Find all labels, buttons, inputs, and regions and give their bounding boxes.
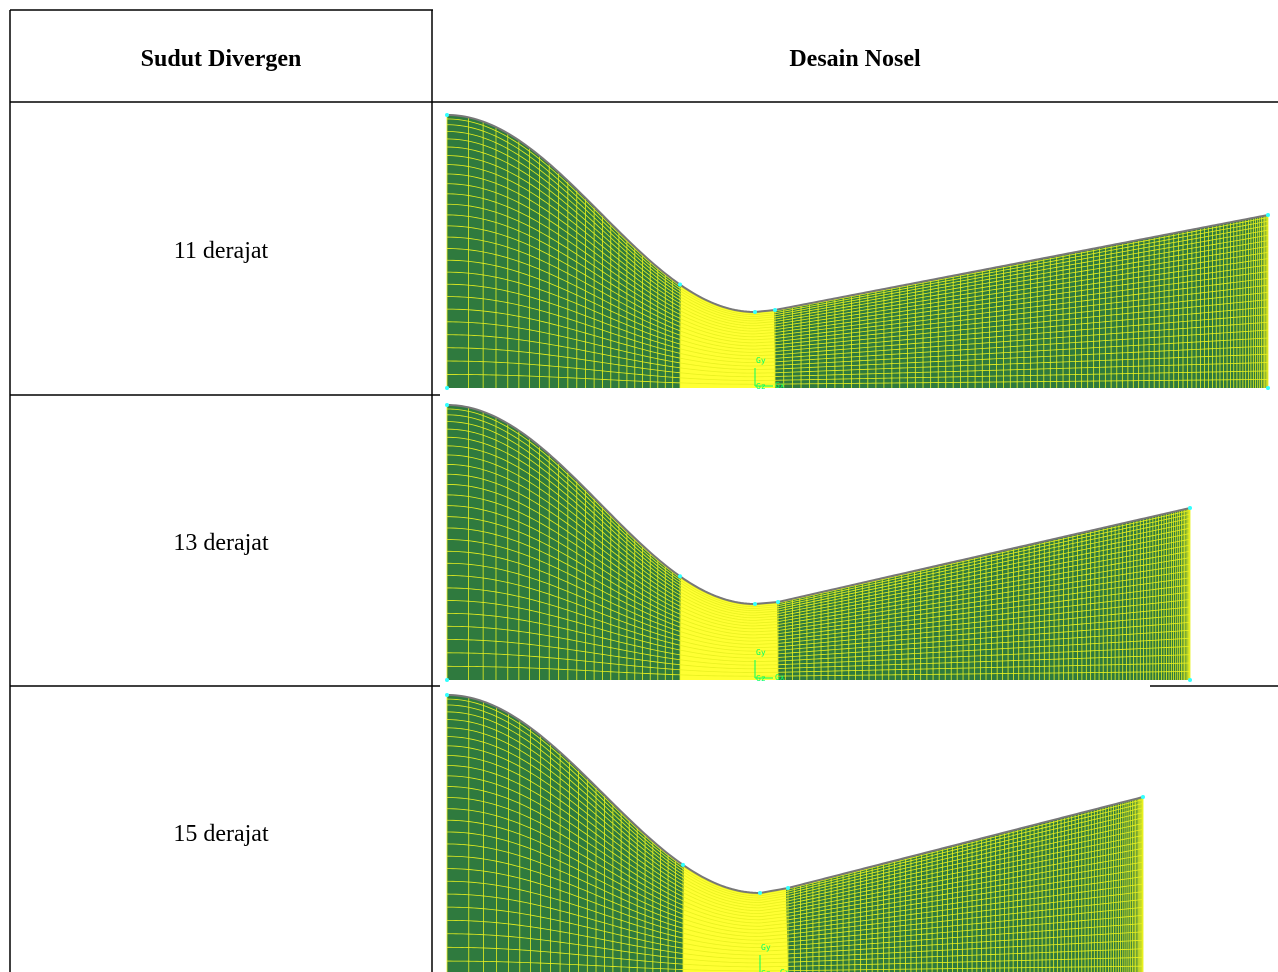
axis-label: Gx — [775, 381, 785, 390]
vertex-marker — [1266, 213, 1270, 217]
header-cell: Desain Nosel — [789, 46, 921, 72]
vertex-marker — [445, 693, 449, 697]
vertex-marker — [445, 113, 449, 117]
axis-label: Gy — [756, 356, 766, 365]
mesh-figure: Gy Gz Gx — [440, 104, 1272, 394]
row-label: 11 derajat — [174, 238, 269, 264]
vertex-marker — [445, 386, 449, 390]
axis-label: Gy — [761, 943, 771, 952]
vertex-marker — [445, 403, 449, 407]
vertex-marker — [758, 891, 762, 895]
vertex-marker — [786, 886, 790, 890]
axis-label: Gy — [756, 648, 766, 657]
axis-label: Gx — [780, 968, 790, 972]
row-label: 15 derajat — [173, 821, 269, 847]
page: GyGzGxGyGzGxGyGzGx Sudut Divergen Desain… — [0, 0, 1278, 972]
vertex-marker — [1141, 795, 1145, 799]
vertex-marker — [1188, 506, 1192, 510]
vertex-marker — [681, 863, 685, 867]
vertex-marker — [678, 283, 682, 287]
header-cell: Sudut Divergen — [141, 46, 302, 72]
vertex-marker — [1188, 678, 1192, 682]
axis-label: Gz — [756, 674, 766, 683]
mesh-figure: Gy Gz Gx — [440, 398, 1200, 684]
axis-label: Gx — [775, 673, 785, 682]
vertex-marker — [753, 602, 757, 606]
vertex-marker — [773, 308, 777, 312]
vertex-marker — [776, 600, 780, 604]
mesh-figure: GyGzGx — [440, 689, 1150, 972]
vertex-marker — [445, 678, 449, 682]
mesh-figures: GyGzGxGyGzGxGyGzGx — [440, 104, 1272, 972]
vertex-marker — [678, 574, 682, 578]
vertex-marker — [1266, 386, 1270, 390]
vertex-marker — [753, 310, 757, 314]
row-label: 13 derajat — [173, 530, 269, 556]
axis-label: Gz — [756, 382, 766, 391]
